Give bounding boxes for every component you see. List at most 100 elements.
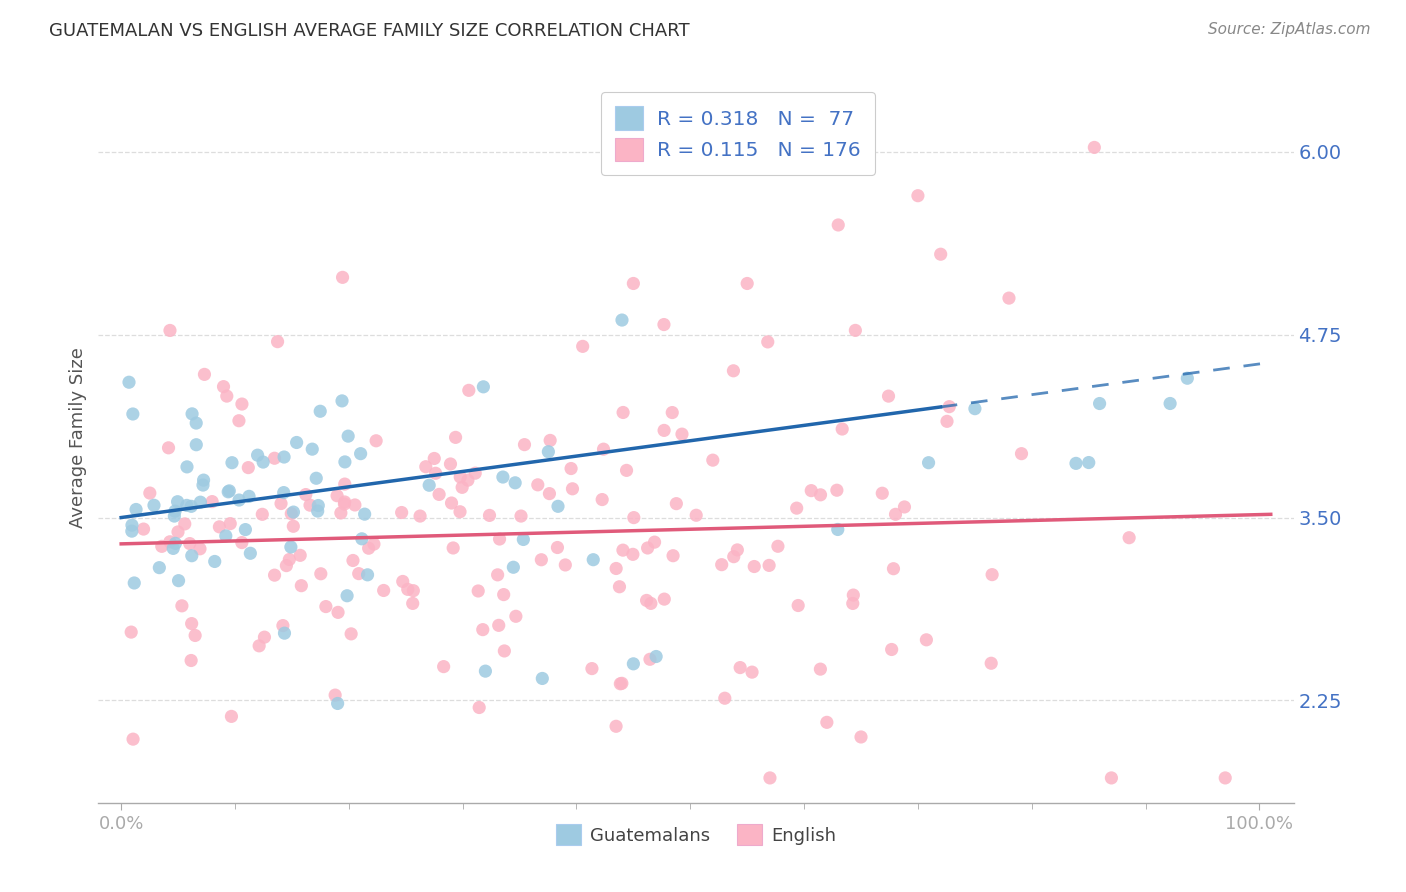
Point xyxy=(285,435,308,450)
Point xyxy=(488,618,510,632)
Point xyxy=(492,470,515,484)
Point xyxy=(671,427,693,442)
Point xyxy=(998,291,1021,305)
Point xyxy=(301,442,323,457)
Point xyxy=(299,498,322,512)
Point xyxy=(882,562,904,576)
Point xyxy=(610,676,633,690)
Point xyxy=(305,471,328,485)
Point xyxy=(280,507,302,521)
Point xyxy=(347,566,370,581)
Point xyxy=(228,414,250,428)
Point xyxy=(612,405,634,419)
Point xyxy=(538,486,561,500)
Point xyxy=(884,508,907,522)
Point xyxy=(326,489,349,503)
Point xyxy=(546,541,568,555)
Point xyxy=(510,509,533,524)
Point xyxy=(758,558,780,573)
Point xyxy=(981,567,1004,582)
Point xyxy=(1175,371,1198,385)
Point xyxy=(263,568,285,582)
Y-axis label: Average Family Size: Average Family Size xyxy=(69,347,87,527)
Point xyxy=(644,535,666,549)
Point xyxy=(917,456,939,470)
Point xyxy=(652,592,675,607)
Point xyxy=(150,539,173,553)
Point xyxy=(938,400,960,414)
Point xyxy=(488,532,510,546)
Point xyxy=(609,677,631,691)
Point xyxy=(215,529,238,543)
Point xyxy=(307,499,329,513)
Point xyxy=(710,558,733,572)
Point xyxy=(612,543,634,558)
Point xyxy=(228,493,250,508)
Point xyxy=(148,560,170,574)
Point xyxy=(208,520,231,534)
Point xyxy=(702,453,724,467)
Point xyxy=(444,430,467,444)
Point xyxy=(936,414,959,428)
Point xyxy=(350,532,373,546)
Point xyxy=(457,473,479,487)
Point xyxy=(451,480,474,494)
Point xyxy=(468,700,491,714)
Point xyxy=(605,561,627,575)
Point xyxy=(554,558,576,572)
Legend: Guatemalans, English: Guatemalans, English xyxy=(548,817,844,852)
Point xyxy=(252,455,274,469)
Point xyxy=(333,497,356,511)
Point xyxy=(449,505,471,519)
Point xyxy=(880,642,903,657)
Point xyxy=(591,492,613,507)
Point xyxy=(427,487,450,501)
Point xyxy=(787,599,810,613)
Point xyxy=(193,368,215,382)
Point xyxy=(188,541,211,556)
Point xyxy=(221,709,243,723)
Point xyxy=(609,580,631,594)
Point xyxy=(592,442,614,457)
Point xyxy=(353,507,375,521)
Point xyxy=(309,566,332,581)
Point xyxy=(842,588,865,602)
Point xyxy=(831,422,853,436)
Point xyxy=(402,596,425,610)
Point xyxy=(637,541,659,555)
Point xyxy=(184,628,207,642)
Point xyxy=(605,719,627,733)
Point xyxy=(139,486,162,500)
Point xyxy=(560,461,582,475)
Point xyxy=(1083,140,1105,154)
Point xyxy=(218,483,240,498)
Point xyxy=(766,539,789,553)
Point xyxy=(513,437,536,451)
Point xyxy=(1213,771,1236,785)
Point xyxy=(235,523,257,537)
Point xyxy=(478,508,501,523)
Point xyxy=(457,384,479,398)
Point xyxy=(294,487,316,501)
Point xyxy=(253,630,276,644)
Point xyxy=(872,486,894,500)
Point xyxy=(340,627,363,641)
Point xyxy=(723,549,745,564)
Point xyxy=(561,482,583,496)
Point xyxy=(273,450,295,464)
Point xyxy=(433,659,456,673)
Point xyxy=(186,416,208,430)
Point xyxy=(621,657,644,671)
Point xyxy=(215,389,238,403)
Point xyxy=(759,771,782,785)
Point xyxy=(132,522,155,536)
Point xyxy=(827,218,849,232)
Point xyxy=(396,582,419,597)
Point xyxy=(176,459,198,474)
Point xyxy=(290,579,312,593)
Point xyxy=(180,500,202,514)
Point xyxy=(181,407,204,421)
Point xyxy=(963,401,986,416)
Point xyxy=(423,451,446,466)
Point xyxy=(122,576,145,591)
